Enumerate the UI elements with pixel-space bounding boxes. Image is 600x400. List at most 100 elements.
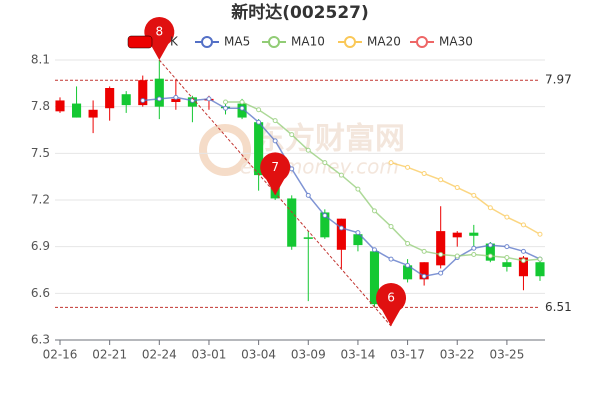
candle-body	[138, 80, 148, 106]
ma-point	[537, 256, 543, 262]
ma-point	[487, 242, 493, 248]
ma-point	[405, 262, 411, 268]
candle-body	[353, 234, 363, 246]
x-tick-label: 03-25	[489, 348, 524, 362]
ma-point	[322, 213, 328, 219]
x-tick-label: 03-04	[241, 348, 276, 362]
y-tick-label: 8.1	[31, 53, 50, 67]
ma-point	[421, 273, 427, 279]
ma-point	[305, 192, 311, 198]
candle-body	[518, 257, 528, 277]
ma-point	[355, 230, 361, 236]
candle-body	[336, 218, 346, 250]
ma-point	[173, 94, 179, 100]
ma-point	[487, 253, 493, 259]
legend-icon	[416, 36, 428, 48]
annotation-label: 8	[155, 25, 163, 39]
ma-point	[454, 185, 460, 191]
ma-point	[421, 171, 427, 177]
annotation-pin	[376, 283, 407, 326]
annotation-pin	[144, 17, 175, 60]
ma-point	[487, 205, 493, 211]
ma-point	[338, 225, 344, 231]
ma-point	[140, 97, 146, 103]
x-tick-label: 03-01	[192, 348, 227, 362]
y-tick-label: 7.2	[31, 193, 50, 207]
ma-point	[388, 160, 394, 166]
ma-point	[272, 118, 278, 124]
candle-body	[369, 251, 380, 305]
legend-label: MA30	[439, 35, 473, 49]
ma-point	[471, 251, 477, 257]
ma-point	[338, 172, 344, 178]
legend-icon	[127, 35, 153, 49]
y-tick-label: 6.9	[31, 239, 50, 253]
ma-point	[156, 96, 162, 102]
x-tick-label: 02-16	[43, 348, 78, 362]
annotation-label: 7	[271, 160, 279, 174]
chart-title: 新时达(002527)	[231, 2, 369, 23]
ma-point	[239, 99, 245, 105]
ma-point	[289, 132, 295, 138]
ma-line	[225, 101, 541, 262]
ma-point	[206, 96, 212, 102]
ma-point	[371, 208, 377, 214]
ma-point	[438, 177, 444, 183]
ma-point	[355, 186, 361, 192]
candle-body	[55, 100, 65, 112]
ma-line	[390, 161, 541, 235]
ma-point	[421, 248, 427, 254]
candle-body	[403, 265, 413, 280]
x-tick-label: 02-24	[142, 348, 177, 362]
candle-body	[320, 212, 330, 238]
candle-body	[535, 262, 545, 277]
candle-body	[419, 262, 429, 280]
ma-point	[256, 107, 262, 113]
candle-body	[105, 88, 115, 109]
ma-point	[438, 251, 444, 257]
x-tick-label: 03-17	[390, 348, 425, 362]
candle-body	[469, 232, 479, 236]
x-tick-label: 03-09	[291, 348, 326, 362]
watermark-text: 东方财富网	[255, 122, 405, 157]
ma-point	[388, 223, 394, 229]
ma-point	[256, 119, 262, 125]
y-tick-label: 6.3	[31, 333, 50, 347]
ma-point	[537, 231, 543, 237]
ma-point	[438, 270, 444, 276]
legend-label: MA10	[291, 35, 325, 49]
candle-body	[171, 98, 181, 102]
ma-point	[520, 258, 526, 264]
ma-point	[289, 166, 295, 172]
ma-point	[239, 105, 245, 111]
ma-point	[272, 138, 278, 144]
x-tick-label: 03-14	[340, 348, 375, 362]
legend-icon	[344, 36, 356, 48]
legend-icon	[201, 36, 213, 48]
x-tick-label: 02-21	[92, 348, 127, 362]
ma-point	[520, 222, 526, 228]
reference-label: 6.51	[545, 300, 572, 314]
ma-point	[322, 160, 328, 166]
ma-point	[371, 247, 377, 253]
reference-label: 7.97	[545, 73, 572, 87]
candle-body	[154, 78, 164, 107]
ma-point	[223, 99, 229, 105]
legend-icon	[268, 36, 280, 48]
y-tick-label: 7.8	[31, 99, 50, 113]
ma-point	[504, 214, 510, 220]
annotation-label: 6	[387, 291, 395, 305]
ma-point	[223, 105, 229, 111]
ma-point	[520, 248, 526, 254]
candle-body	[436, 231, 446, 266]
candle-body	[121, 94, 131, 106]
legend-label: MA20	[367, 35, 401, 49]
ma-point	[305, 147, 311, 153]
candle-body	[452, 232, 462, 238]
ma-point	[405, 241, 411, 247]
watermark-logo	[199, 124, 251, 176]
ma-point	[471, 192, 477, 198]
ma-point	[454, 253, 460, 259]
ma-point	[471, 245, 477, 251]
